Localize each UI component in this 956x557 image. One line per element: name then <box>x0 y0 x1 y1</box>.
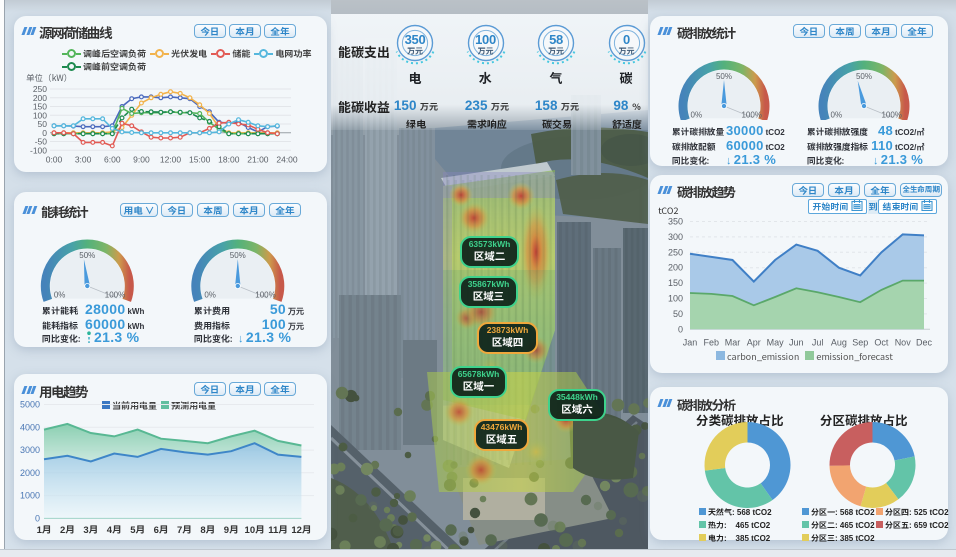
svg-text:200: 200 <box>33 93 47 103</box>
svg-text:Feb: Feb <box>704 337 720 347</box>
svg-text:0:00: 0:00 <box>46 154 63 164</box>
svg-text:4000: 4000 <box>20 422 40 432</box>
svg-text:18:00: 18:00 <box>218 154 240 164</box>
svg-text:0%: 0% <box>54 291 66 300</box>
svg-text:0: 0 <box>35 513 40 523</box>
svg-text:9月: 9月 <box>224 525 239 536</box>
svg-text:300: 300 <box>668 232 683 242</box>
svg-text:0: 0 <box>42 128 47 138</box>
svg-text:7月: 7月 <box>177 525 192 536</box>
svg-text:4月: 4月 <box>107 525 122 536</box>
svg-text:Sep: Sep <box>852 337 868 347</box>
svg-text:12月: 12月 <box>291 525 311 536</box>
svg-text:6:00: 6:00 <box>104 154 121 164</box>
svg-text:50: 50 <box>673 309 683 319</box>
svg-text:100: 100 <box>668 294 683 304</box>
svg-text:100%: 100% <box>255 291 275 300</box>
svg-text:2月: 2月 <box>60 525 75 536</box>
svg-text:2000: 2000 <box>20 468 40 478</box>
svg-text:3000: 3000 <box>20 445 40 455</box>
svg-text:6月: 6月 <box>154 525 169 536</box>
svg-text:Oct: Oct <box>874 337 889 347</box>
svg-text:-100: -100 <box>30 145 47 155</box>
svg-text:0%: 0% <box>691 111 703 120</box>
svg-text:15:00: 15:00 <box>189 154 211 164</box>
svg-text:1000: 1000 <box>20 491 40 501</box>
svg-text:0%: 0% <box>831 111 843 120</box>
svg-text:0: 0 <box>678 324 683 334</box>
svg-text:350: 350 <box>668 217 683 227</box>
svg-text:0%: 0% <box>204 291 216 300</box>
svg-text:Apr: Apr <box>747 337 761 347</box>
svg-text:3:00: 3:00 <box>75 154 92 164</box>
svg-text:24:00: 24:00 <box>276 154 298 164</box>
svg-text:100%: 100% <box>105 291 125 300</box>
svg-text:11月: 11月 <box>268 525 288 536</box>
svg-text:150: 150 <box>668 278 683 288</box>
svg-text:12:00: 12:00 <box>160 154 182 164</box>
svg-text:3月: 3月 <box>83 525 98 536</box>
svg-text:100%: 100% <box>741 111 761 120</box>
svg-text:250: 250 <box>668 247 683 257</box>
svg-text:8月: 8月 <box>200 525 215 536</box>
svg-text:May: May <box>767 337 785 347</box>
svg-text:9:00: 9:00 <box>133 154 150 164</box>
svg-text:50%: 50% <box>230 251 246 260</box>
svg-text:5月: 5月 <box>130 525 145 536</box>
svg-text:Mar: Mar <box>725 337 741 347</box>
svg-text:50%: 50% <box>856 72 872 81</box>
svg-text:-50: -50 <box>35 137 48 147</box>
svg-text:Nov: Nov <box>895 337 912 347</box>
svg-text:5000: 5000 <box>20 400 40 410</box>
svg-text:200: 200 <box>668 263 683 273</box>
svg-text:Jun: Jun <box>789 337 804 347</box>
svg-text:50%: 50% <box>79 251 95 260</box>
svg-text:250: 250 <box>33 84 47 94</box>
svg-text:50: 50 <box>38 119 48 129</box>
svg-text:Aug: Aug <box>831 337 847 347</box>
svg-text:Dec: Dec <box>916 337 933 347</box>
svg-text:21:00: 21:00 <box>247 154 269 164</box>
svg-text:100%: 100% <box>881 111 901 120</box>
svg-text:150: 150 <box>33 102 47 112</box>
svg-text:10月: 10月 <box>245 525 265 536</box>
svg-text:Jul: Jul <box>812 337 824 347</box>
svg-text:50%: 50% <box>716 72 732 81</box>
svg-text:100: 100 <box>33 110 47 120</box>
svg-text:Jan: Jan <box>683 337 698 347</box>
svg-text:1月: 1月 <box>37 525 52 536</box>
